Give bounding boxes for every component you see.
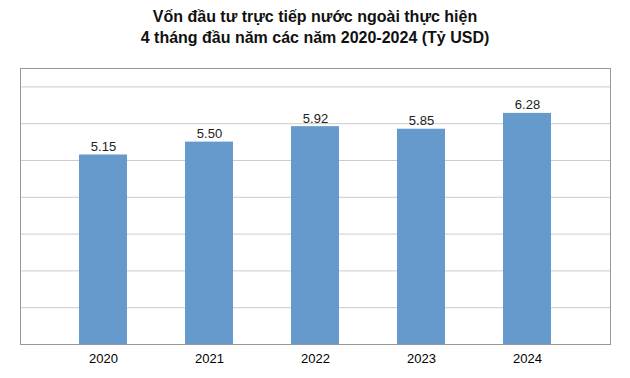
html-text:4 tháng đầu năm các năm 2020-2: 4 tháng đầu năm các năm 2020-2024 (Tỷ US… <box>140 29 490 46</box>
svg-text:5.50: 5.50 <box>197 126 222 141</box>
svg-text:2020: 2020 <box>89 351 118 366</box>
svg-text:2022: 2022 <box>301 351 330 366</box>
svg-text:2021: 2021 <box>195 351 224 366</box>
html-text:Vốn đầu tư trực tiếp nước ngoà: Vốn đầu tư trực tiếp nước ngoài thực hiệ… <box>152 8 478 25</box>
svg-text:6.28: 6.28 <box>515 97 540 112</box>
svg-text:2024: 2024 <box>513 351 542 366</box>
svg-text:5.15: 5.15 <box>91 139 116 154</box>
svg-text:5.85: 5.85 <box>409 113 434 128</box>
svg-text:2023: 2023 <box>407 351 436 366</box>
svg-text:5.92: 5.92 <box>303 111 328 126</box>
